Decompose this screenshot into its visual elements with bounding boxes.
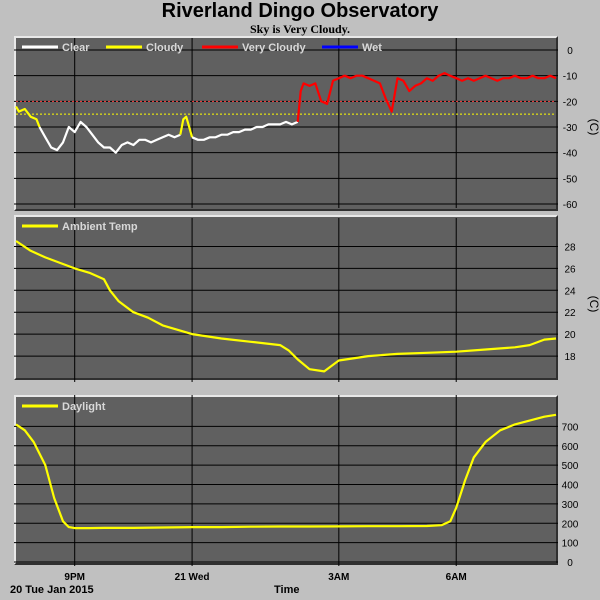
ytick-label-2-4: 22 (564, 308, 576, 319)
ytick-label-1-1: 0 (567, 46, 573, 57)
y-unit-2: (C) (587, 296, 600, 313)
ytick-label-2-5: 20 (564, 330, 576, 341)
sky-temp-panel (14, 36, 558, 211)
series-line-1-3 (179, 115, 194, 138)
xtick-label-4: 6AM (446, 572, 467, 583)
series-line-1-2 (38, 120, 181, 154)
series-line-3-1 (15, 413, 557, 530)
ytick-label-2-6: 18 (564, 352, 576, 363)
series-line-1-1 (15, 105, 41, 128)
x-axis-title: Time (274, 584, 300, 596)
ytick-label-3-7: 100 (562, 539, 579, 550)
legend-label-1-1: Clear (62, 42, 90, 54)
ytick-label-2-2: 26 (564, 264, 576, 275)
series-line-1-4 (191, 120, 299, 141)
ytick-label-1-6: -50 (563, 174, 578, 185)
ytick-label-3-6: 200 (562, 519, 579, 530)
ytick-label-2-3: 24 (564, 286, 576, 297)
date-label: 20 Tue Jan 2015 (10, 584, 94, 596)
sky-status: Sky is Very Cloudy. (249, 22, 351, 36)
xtick-label-1: 9PM (64, 572, 85, 583)
ytick-label-3-2: 600 (562, 442, 579, 453)
series-line-2-1 (15, 240, 557, 373)
y-unit-1: (C) (587, 119, 600, 136)
ytick-label-3-3: 500 (562, 461, 579, 472)
ytick-label-1-3: -20 (563, 97, 578, 108)
ytick-label-3-4: 400 (562, 481, 579, 492)
legend-label-1-3: Very Cloudy (242, 42, 306, 54)
ytick-label-3-8: 0 (567, 558, 573, 569)
ytick-label-3-1: 700 (562, 422, 579, 433)
legend-label-2-1: Ambient Temp (62, 221, 138, 233)
legend-label-1-2: Cloudy (146, 42, 184, 54)
legend-label-3-1: Daylight (62, 401, 106, 413)
ytick-label-1-5: -40 (563, 149, 578, 160)
ytick-label-2-1: 28 (564, 242, 576, 253)
ytick-label-1-2: -10 (563, 72, 578, 83)
legend-label-1-4: Wet (362, 42, 382, 54)
xtick-label-3: 3AM (328, 572, 349, 583)
ytick-label-1-4: -30 (563, 123, 578, 134)
series-line-1-5 (296, 71, 557, 123)
ytick-label-3-5: 300 (562, 500, 579, 511)
ytick-label-1-7: -60 (563, 200, 578, 211)
xtick-label-2: 21 Wed (175, 572, 210, 583)
daylight-panel (14, 395, 558, 565)
ambient-temp-panel (14, 215, 558, 380)
page-title: Riverland Dingo Observatory (161, 0, 439, 22)
